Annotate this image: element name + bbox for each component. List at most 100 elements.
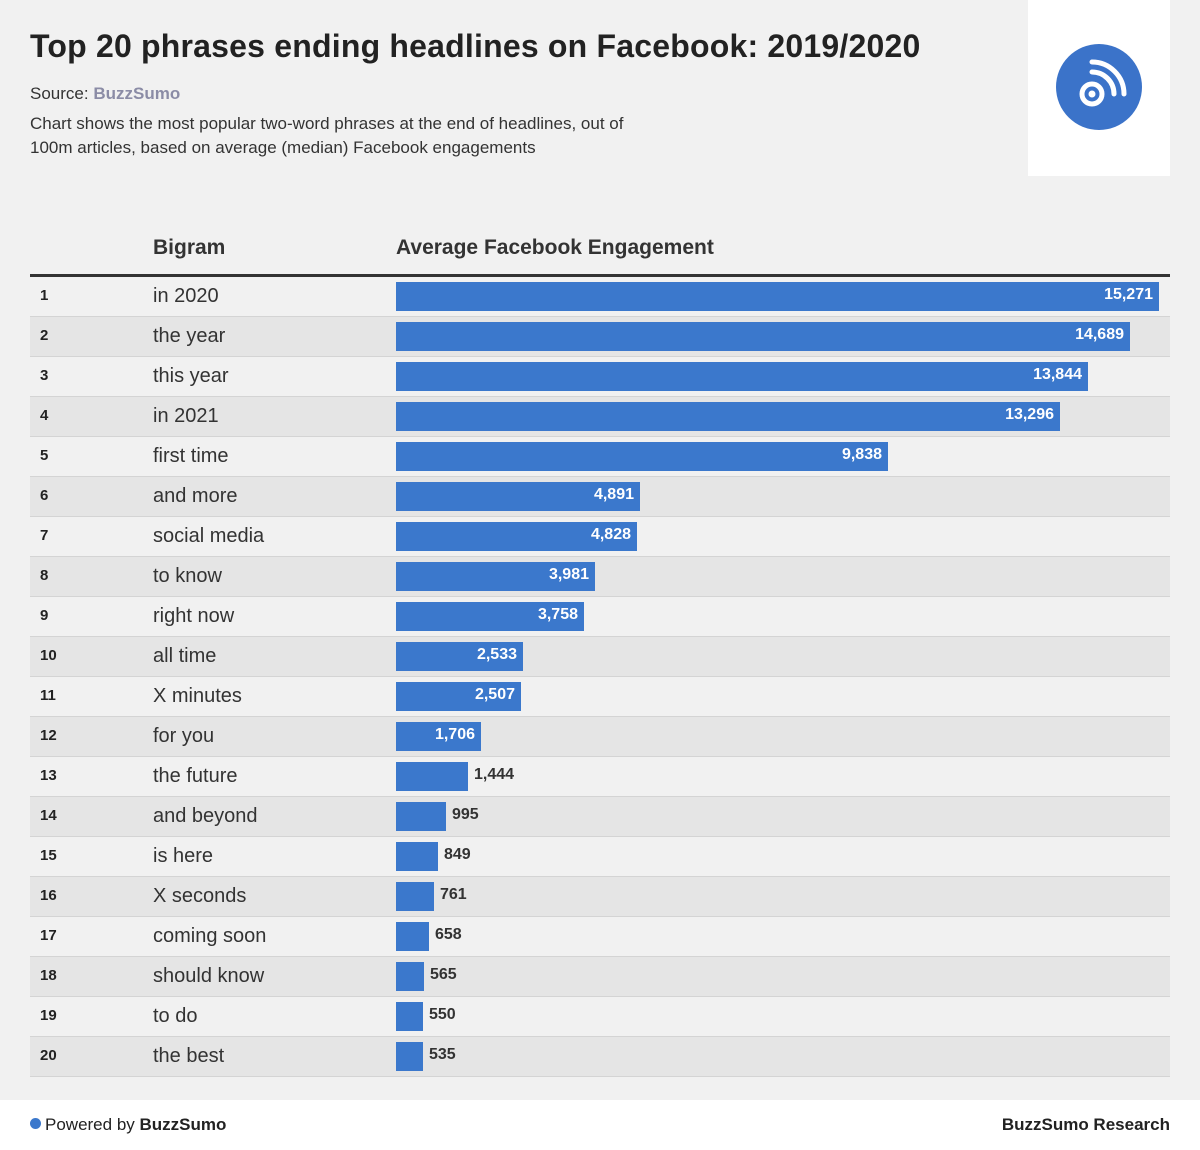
bigram-label: in 2020 bbox=[153, 285, 219, 307]
value-label: 13,296 bbox=[1005, 406, 1054, 423]
rank-label: 11 bbox=[40, 687, 56, 704]
table-row: 15 is here 849 bbox=[30, 837, 1170, 877]
table-row: 1 in 2020 15,271 bbox=[30, 277, 1170, 317]
logo-panel bbox=[1028, 0, 1170, 176]
powered-by: Powered by BuzzSumo bbox=[30, 1115, 226, 1135]
engagement-bar bbox=[396, 1042, 423, 1071]
rank-label: 18 bbox=[40, 967, 57, 984]
value-label: 565 bbox=[430, 966, 457, 983]
bigram-label: this year bbox=[153, 365, 229, 387]
bigram-label: right now bbox=[153, 605, 235, 627]
engagement-bar bbox=[396, 882, 434, 911]
rank-label: 7 bbox=[40, 527, 49, 544]
column-header-engagement: Average Facebook Engagement bbox=[396, 236, 714, 259]
engagement-bar bbox=[396, 722, 481, 751]
footer: Powered by BuzzSumo BuzzSumo Research bbox=[0, 1100, 1200, 1150]
header-rule bbox=[30, 274, 1170, 277]
engagement-bar bbox=[396, 642, 523, 671]
rank-label: 13 bbox=[40, 767, 57, 784]
engagement-bar bbox=[396, 602, 584, 631]
bigram-label: social media bbox=[153, 525, 265, 547]
table-row: 3 this year 13,844 bbox=[30, 357, 1170, 397]
bigram-label: and beyond bbox=[153, 805, 258, 827]
bigram-label: the year bbox=[153, 325, 226, 347]
value-label: 2,533 bbox=[476, 646, 517, 663]
bigram-label: the future bbox=[153, 765, 238, 787]
bigram-label: the best bbox=[153, 1045, 225, 1067]
powered-label: Powered by bbox=[45, 1115, 135, 1134]
table-row: 5 first time 9,838 bbox=[30, 437, 1170, 477]
engagement-bar bbox=[396, 762, 468, 791]
value-label: 535 bbox=[429, 1046, 456, 1063]
rank-label: 10 bbox=[40, 647, 57, 664]
engagement-bar bbox=[396, 322, 1130, 351]
table-row: 13 the future 1,444 bbox=[30, 757, 1170, 797]
engagement-bar bbox=[396, 282, 1159, 311]
rank-label: 6 bbox=[40, 487, 49, 504]
value-label: 13,844 bbox=[1033, 366, 1082, 383]
value-label: 1,706 bbox=[434, 726, 475, 743]
value-label: 3,981 bbox=[548, 566, 589, 583]
engagement-bar bbox=[396, 482, 640, 511]
value-label: 15,271 bbox=[1104, 286, 1153, 303]
rank-label: 3 bbox=[40, 367, 49, 384]
chart-rows: 1 in 2020 15,271 2 the year 14,689 3 this year 1… bbox=[30, 277, 1170, 1077]
chart-subtitle: Chart shows the most popular two-word ph… bbox=[30, 114, 624, 157]
engagement-bar bbox=[396, 442, 888, 471]
source-label: Source: bbox=[30, 84, 89, 103]
bigram-label: should know bbox=[153, 965, 265, 987]
table-row: 4 in 2021 13,296 bbox=[30, 397, 1170, 437]
value-label: 1,444 bbox=[474, 766, 515, 783]
value-label: 4,891 bbox=[593, 486, 634, 503]
value-label: 9,838 bbox=[841, 446, 882, 463]
engagement-bar bbox=[396, 402, 1060, 431]
bigram-label: in 2021 bbox=[153, 405, 219, 427]
rank-label: 8 bbox=[40, 567, 49, 584]
engagement-bar bbox=[396, 922, 429, 951]
value-label: 4,828 bbox=[590, 526, 631, 543]
rank-label: 14 bbox=[40, 807, 57, 824]
table-row: 7 social media 4,828 bbox=[30, 517, 1170, 557]
rank-label: 16 bbox=[40, 887, 57, 904]
table-row: 12 for you 1,706 bbox=[30, 717, 1170, 757]
table-row: 6 and more 4,891 bbox=[30, 477, 1170, 517]
bigram-label: for you bbox=[153, 725, 215, 747]
rank-label: 5 bbox=[40, 447, 49, 464]
bigram-label: first time bbox=[153, 445, 229, 467]
engagement-bar bbox=[396, 362, 1088, 391]
engagement-bar bbox=[396, 962, 424, 991]
source-brand: BuzzSumo bbox=[93, 84, 181, 103]
research-label: BuzzSumo Research bbox=[1001, 1115, 1170, 1134]
rank-label: 4 bbox=[40, 407, 49, 424]
rank-label: 1 bbox=[40, 287, 49, 304]
table-row: 11 X minutes 2,507 bbox=[30, 677, 1170, 717]
bigram-label: to know bbox=[153, 565, 222, 587]
value-label: 849 bbox=[444, 846, 471, 863]
engagement-bar bbox=[396, 802, 446, 831]
rank-label: 20 bbox=[40, 1047, 57, 1064]
bigram-label: X seconds bbox=[153, 885, 247, 907]
rank-label: 17 bbox=[40, 927, 57, 944]
bigram-label: and more bbox=[153, 485, 238, 507]
bigram-label: is here bbox=[153, 845, 214, 867]
table-row: 9 right now 3,758 bbox=[30, 597, 1170, 637]
bigram-label: to do bbox=[153, 1005, 198, 1027]
value-label: 761 bbox=[440, 886, 467, 903]
table-row: 19 to do 550 bbox=[30, 997, 1170, 1037]
rank-label: 9 bbox=[40, 607, 49, 624]
value-label: 14,689 bbox=[1075, 326, 1124, 343]
rank-label: 15 bbox=[40, 847, 57, 864]
engagement-bar bbox=[396, 562, 595, 591]
bigram-label: coming soon bbox=[153, 925, 267, 947]
rank-label: 12 bbox=[40, 727, 57, 744]
column-header-bigram: Bigram bbox=[153, 236, 226, 259]
table-row: 10 all time 2,533 bbox=[30, 637, 1170, 677]
value-label: 995 bbox=[452, 806, 479, 823]
bigram-label: all time bbox=[153, 645, 217, 667]
engagement-bar bbox=[396, 1002, 423, 1031]
value-label: 658 bbox=[435, 926, 462, 943]
table-row: 8 to know 3,981 bbox=[30, 557, 1170, 597]
rank-label: 2 bbox=[40, 327, 49, 344]
table-row: 20 the best 535 bbox=[30, 1037, 1170, 1077]
table-row: 14 and beyond 995 bbox=[30, 797, 1170, 837]
